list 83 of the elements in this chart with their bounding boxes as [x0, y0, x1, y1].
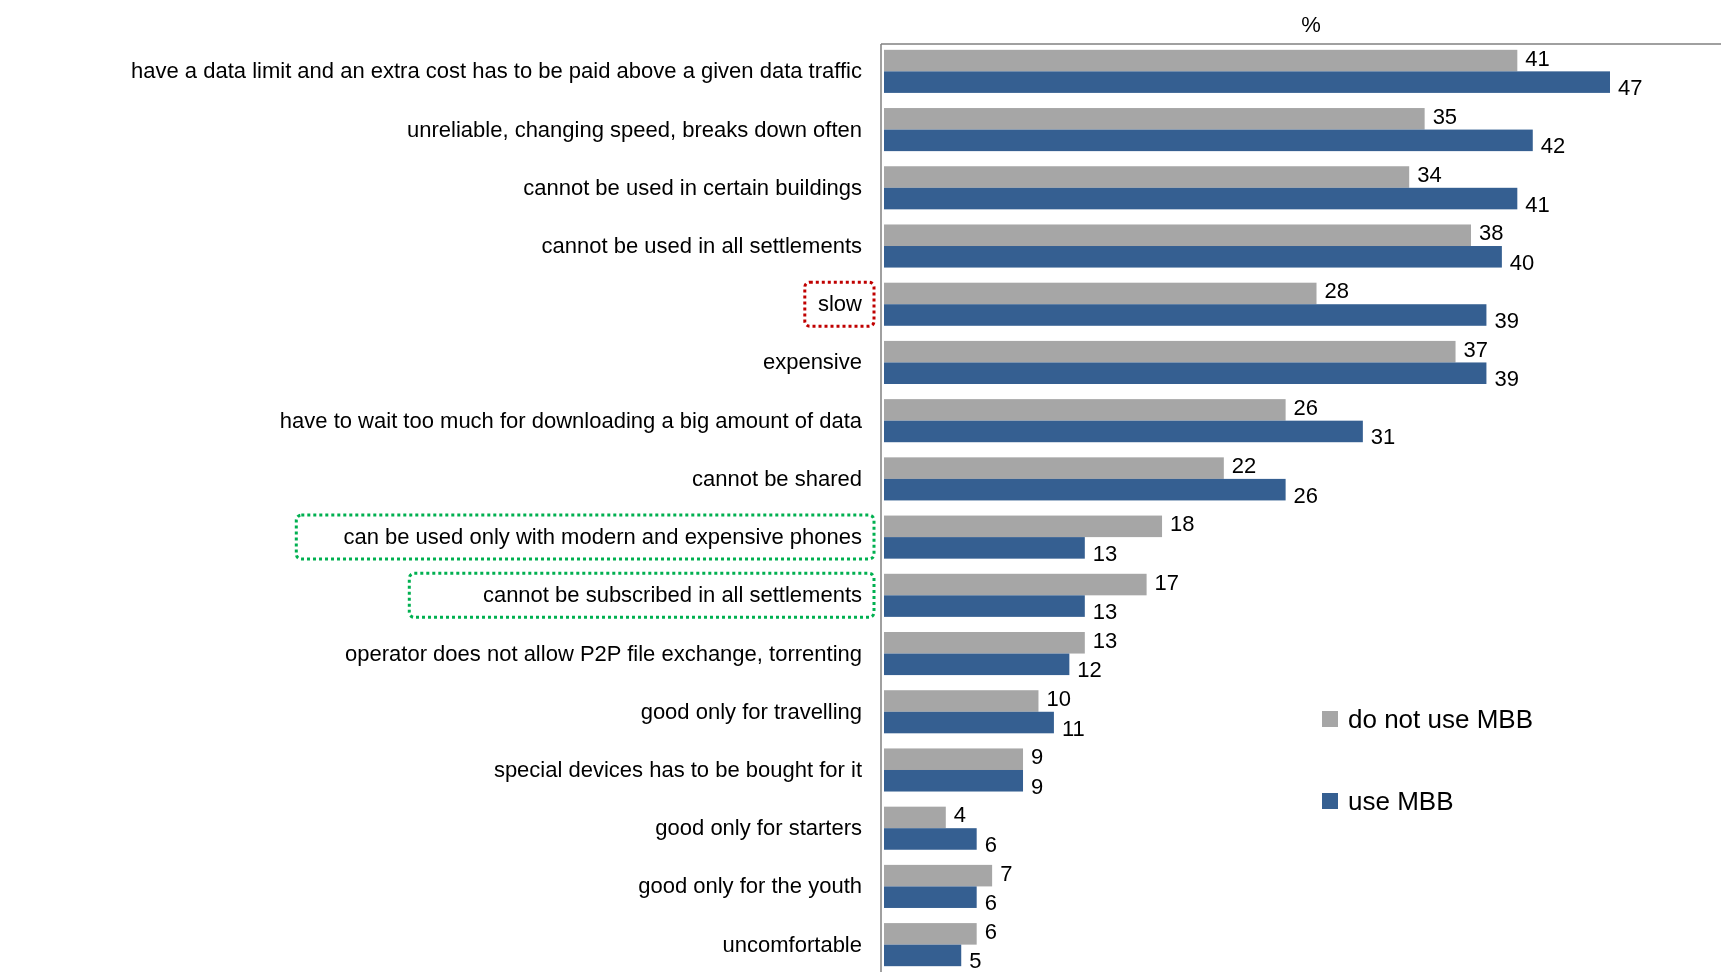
data-label: 22	[1231, 453, 1257, 479]
bar	[884, 515, 1163, 538]
bar	[884, 769, 1024, 792]
bar	[884, 420, 1363, 443]
bar	[884, 690, 1039, 712]
data-label: 17	[1154, 569, 1180, 595]
data-label: 31	[1370, 424, 1396, 450]
data-label: 12	[1077, 657, 1102, 683]
data-label: 26	[1293, 394, 1319, 420]
bar	[884, 573, 1147, 596]
bar	[884, 478, 1286, 501]
bar	[884, 108, 1425, 130]
y-tick-label: expensive	[762, 349, 862, 375]
bar	[884, 537, 1085, 559]
data-label: 26	[1293, 482, 1319, 508]
bar	[884, 457, 1224, 479]
bar	[884, 748, 1024, 770]
data-label: 34	[1417, 162, 1442, 188]
bar	[884, 49, 1518, 72]
y-tick-label: can be used only with modern and expensive phones	[343, 524, 862, 550]
y-tick-label: good only for the youth	[638, 873, 862, 899]
data-label: 41	[1525, 45, 1550, 71]
bar	[884, 828, 977, 850]
data-label: 35	[1432, 103, 1458, 129]
data-label: 40	[1509, 249, 1535, 275]
data-label: 4	[953, 802, 967, 828]
data-label: 41	[1525, 191, 1550, 217]
y-tick-label: special devices has to be bought for it	[493, 756, 862, 782]
data-label: 13	[1092, 540, 1118, 566]
bar	[884, 399, 1286, 421]
legend-label: do not use MBB	[1348, 704, 1533, 734]
bar	[884, 711, 1054, 734]
data-label: 38	[1478, 220, 1504, 246]
legend-label: use MBB	[1348, 786, 1454, 816]
y-tick-label: good only for starters	[655, 815, 862, 841]
data-label: 11	[1061, 715, 1085, 741]
bar	[884, 595, 1085, 617]
bar	[884, 923, 977, 945]
y-tick-label: unreliable, changing speed, breaks down often	[407, 116, 862, 142]
data-label: 13	[1092, 627, 1118, 653]
data-label: 47	[1618, 75, 1643, 101]
bar	[884, 653, 1070, 676]
y-tick-label: operator does not allow P2P file exchange, torrenting	[345, 640, 862, 666]
y-tick-label: slow	[817, 291, 863, 317]
bar	[884, 304, 1487, 326]
bar	[884, 187, 1518, 210]
bar	[884, 282, 1317, 305]
bar	[884, 129, 1533, 152]
bar	[884, 246, 1502, 268]
bar	[884, 944, 962, 967]
bar	[884, 864, 993, 887]
bar	[884, 886, 977, 908]
data-label: 10	[1046, 685, 1071, 711]
y-tick-label: uncomfortable	[722, 931, 862, 957]
y-tick-label: good only for travelling	[640, 698, 862, 724]
data-label: 5	[969, 948, 982, 972]
data-label: 7	[1000, 860, 1013, 886]
y-tick-label: cannot be used in certain buildings	[523, 174, 862, 200]
bar	[884, 632, 1085, 654]
y-tick-label: cannot be subscribed in all settlements	[482, 582, 862, 608]
y-tick-label: cannot be used in all settlements	[541, 233, 862, 259]
bar	[884, 224, 1471, 247]
data-label: 6	[984, 918, 997, 944]
data-label: 13	[1092, 599, 1118, 625]
bar	[884, 71, 1610, 93]
data-label: 28	[1324, 278, 1349, 304]
data-label: 9	[1031, 744, 1044, 770]
y-tick-label: cannot be shared	[691, 465, 862, 491]
y-tick-label: have a data limit and an extra cost has to be paid above a given data traffic	[131, 58, 862, 84]
data-label: 6	[984, 831, 997, 857]
bar	[884, 806, 946, 829]
data-label: 18	[1170, 511, 1195, 537]
data-label: 39	[1494, 308, 1519, 334]
bar	[884, 362, 1487, 384]
y-tick-label: have to wait too much for downloading a big amount of data	[279, 407, 863, 433]
data-label: 9	[1031, 773, 1044, 799]
data-label: 39	[1494, 366, 1519, 392]
data-label: 42	[1540, 133, 1566, 159]
x-axis-title: %	[1301, 12, 1321, 37]
data-label: 37	[1463, 336, 1489, 362]
data-label: 6	[984, 890, 997, 916]
bar	[884, 340, 1456, 363]
bar	[884, 166, 1410, 188]
